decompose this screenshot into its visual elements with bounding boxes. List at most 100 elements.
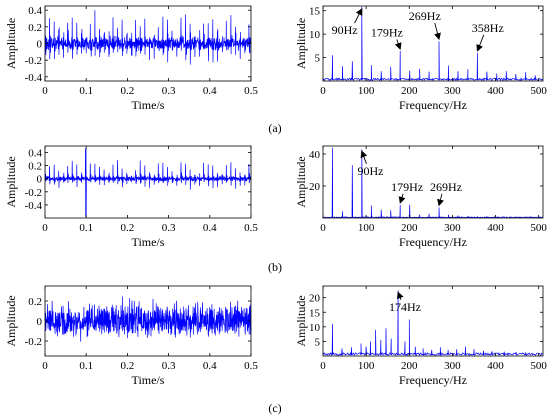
x-tick-label: 0.3 [162, 222, 176, 234]
x-tick-label: 100 [358, 85, 375, 97]
peak-annotation: 179Hz [391, 180, 423, 204]
x-tick-label: 500 [530, 85, 547, 97]
y-tick-label: 0 [37, 39, 43, 51]
y-axis-label: Amplitude [4, 18, 18, 69]
y-axis-label: Amplitude [4, 295, 18, 346]
panel-a-time: 0 0.1 0.2 0.3 0.4 0.5 -0.4 -0.2 0 0.2 0.4 Time/s Amp… [4, 5, 258, 112]
x-axis-label: Time/s [132, 373, 165, 387]
peak-annotation-label: 174Hz [389, 300, 421, 314]
y-tick-label: 5 [315, 53, 321, 65]
y-tick-label: 20 [309, 293, 321, 305]
signal-trace [323, 6, 543, 81]
y-tick-label: 0.2 [28, 22, 42, 34]
x-tick-label: 300 [444, 360, 461, 372]
peak-annotation: 174Hz [389, 291, 421, 314]
x-tick-label: 0 [42, 360, 48, 372]
x-tick-label: 0.2 [121, 360, 135, 372]
x-tick-label: 0.1 [79, 85, 93, 97]
y-tick-label: 15 [309, 6, 321, 18]
panel-c-freq: 0 100 200 300 400 500 5 10 15 20 Frequency/Hz Ampli… [294, 285, 547, 387]
panel-label-a: (a) [268, 121, 281, 135]
panel-label-c: (c) [268, 401, 281, 415]
x-tick-label: 0.4 [203, 222, 217, 234]
peak-annotation: 90Hz [357, 150, 383, 178]
x-tick-label: 300 [444, 222, 461, 234]
x-tick-label: 0.4 [203, 85, 217, 97]
peak-annotation: 90Hz [332, 8, 363, 37]
x-tick-label: 0.4 [203, 360, 217, 372]
axes-box [44, 145, 252, 219]
x-tick-label: 500 [530, 360, 547, 372]
peak-annotation-arrow [398, 193, 406, 204]
x-tick-label: 200 [401, 85, 418, 97]
x-axis-label: Frequency/Hz [399, 98, 467, 112]
y-tick-label: 0.2 [28, 296, 42, 308]
x-tick-label: 0.1 [79, 360, 93, 372]
x-tick-label: 0.1 [79, 222, 93, 234]
peak-annotation-label: 90Hz [332, 23, 358, 37]
peak-annotation-arrow [396, 291, 404, 300]
y-tick-label: 0.4 [28, 5, 42, 17]
x-tick-label: 500 [530, 222, 547, 234]
peak-annotation-label: 269Hz [430, 180, 462, 194]
peak-annotation: 269Hz [430, 180, 462, 207]
y-tick-label: -0.4 [25, 72, 43, 84]
x-tick-label: 100 [358, 222, 375, 234]
peak-annotation-label: 90Hz [357, 164, 383, 178]
y-tick-label: -0.2 [25, 187, 42, 199]
x-tick-label: 100 [358, 360, 375, 372]
y-tick-label: 40 [309, 149, 321, 161]
x-tick-label: 200 [401, 360, 418, 372]
signal-trace [45, 10, 251, 65]
peak-annotation-label: 358Hz [472, 21, 504, 35]
panel-a-freq: 0 100 200 300 400 500 5 10 15 Frequency/Hz Amplitu… [294, 5, 547, 112]
y-tick-label: 10 [309, 322, 321, 334]
x-tick-label: 200 [401, 222, 418, 234]
peak-annotation-label: 269Hz [409, 9, 441, 23]
x-tick-label: 0.3 [162, 360, 176, 372]
x-tick-label: 0.5 [244, 85, 258, 97]
y-tick-label: -0.2 [25, 55, 42, 67]
x-axis-label: Time/s [132, 235, 165, 249]
signal-trace [323, 290, 543, 356]
signal-trace [45, 296, 251, 342]
x-tick-label: 0.2 [121, 85, 135, 97]
axes-box [322, 145, 544, 219]
x-tick-label: 400 [487, 360, 504, 372]
y-tick-label: 10 [309, 29, 321, 41]
panel-label-b: (b) [268, 260, 282, 274]
x-axis-label: Frequency/Hz [399, 235, 467, 249]
peak-annotation-arrow [394, 39, 402, 50]
y-tick-label: -0.4 [25, 200, 43, 212]
y-axis-label: Amplitude [294, 18, 308, 69]
peak-annotation-arrow [354, 8, 363, 24]
peak-annotation: 179Hz [371, 25, 403, 50]
peak-annotation-label: 179Hz [391, 180, 423, 194]
x-tick-label: 0 [320, 360, 326, 372]
y-tick-label: 20 [309, 181, 321, 193]
y-tick-label: -0.2 [25, 336, 42, 348]
peak-annotation: 358Hz [472, 21, 504, 52]
x-tick-label: 0.2 [121, 222, 135, 234]
x-tick-label: 0 [320, 222, 326, 234]
panel-b-time: 0 0.1 0.2 0.3 0.4 0.5-0.4-0.200.20.4Time/sAmp… [4, 145, 258, 249]
y-tick-label: 0.4 [28, 148, 42, 160]
panel-b-freq: 0 100 200 300 400 500 20 40 Frequency/Hz Amplitud… [294, 145, 547, 249]
y-tick-label: 5 [315, 336, 321, 348]
peak-annotation-arrow [437, 193, 444, 207]
x-axis-label: Time/s [132, 98, 165, 112]
x-tick-label: 300 [444, 85, 461, 97]
y-tick-label: 15 [309, 307, 321, 319]
x-tick-label: 400 [487, 85, 504, 97]
peak-annotation-label: 179Hz [371, 25, 403, 39]
x-tick-label: 0 [42, 85, 48, 97]
x-axis-label: Frequency/Hz [399, 373, 467, 387]
x-tick-label: 0.5 [244, 360, 258, 372]
peak-annotation-arrow [434, 22, 441, 41]
y-axis-label: Amplitude [294, 156, 308, 207]
axes-box [322, 285, 544, 357]
signal-trace [45, 148, 251, 217]
x-tick-label: 400 [487, 222, 504, 234]
